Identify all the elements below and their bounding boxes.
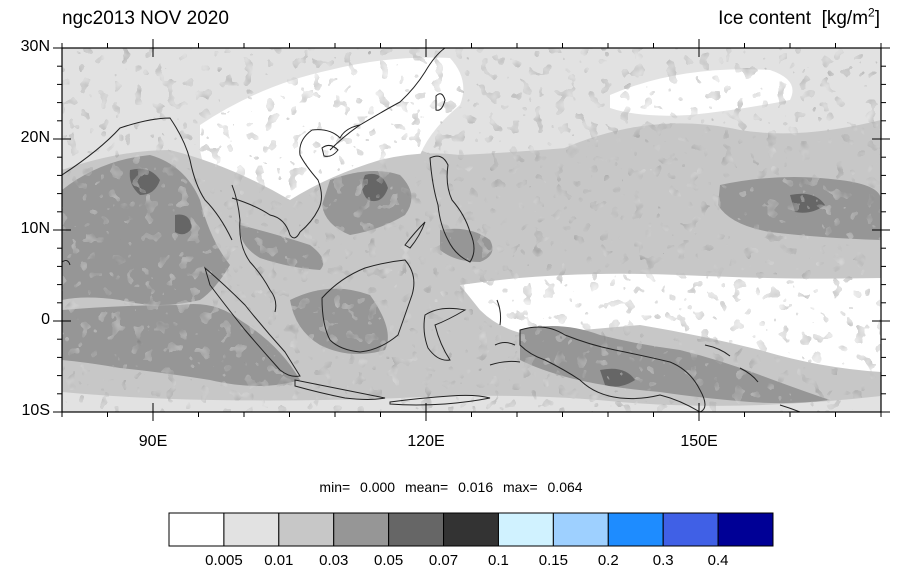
coast-moluccas: [489, 299, 521, 366]
tick-marks: [53, 39, 890, 421]
colorbar-tick-label: 0.01: [264, 552, 294, 569]
min-label: min=: [319, 479, 351, 495]
ice-content-field: [62, 48, 881, 412]
x-tick-label: 90E: [138, 433, 168, 450]
colorbar-tick-label: 0.07: [428, 552, 459, 569]
variable-name: Ice content: [718, 8, 812, 29]
colorbar-swatch: [607, 512, 664, 547]
colorbar-swatch: [443, 512, 499, 547]
coast-sulawesi: [423, 307, 467, 361]
x-tick-label: 120E: [407, 433, 445, 450]
mean-value: 0.016: [458, 479, 494, 495]
colorbar-swatch: [223, 512, 280, 547]
y-tick-label: 30N: [20, 38, 50, 55]
coast-borneo: [321, 259, 415, 353]
y-tick-label: 10N: [20, 220, 50, 237]
coast-hainan: [321, 144, 339, 157]
colorbar-tick-label: 0.05: [374, 552, 404, 569]
max-value: 0.064: [547, 479, 583, 495]
map-title: ngc2013 NOV 2020: [62, 8, 229, 29]
coast-philippines: [429, 155, 475, 263]
y-tick-label: 10S: [21, 402, 50, 419]
x-tick-label: 150E: [680, 433, 718, 450]
colorbar-tick-label: 0.2: [597, 552, 619, 569]
colorbar-swatch: [168, 512, 225, 547]
coast-taiwan: [435, 93, 446, 111]
coast-indochina: [231, 124, 361, 239]
units-exponent: 2: [868, 5, 875, 20]
coast-china: [329, 48, 446, 151]
coast-palawan: [404, 221, 426, 249]
coast-thai-malay: [231, 184, 277, 313]
variable-title: Ice content [kg/m2]: [718, 5, 880, 30]
coast-java: [294, 379, 386, 400]
y-tick-label: 0: [41, 311, 50, 328]
coast-sumatra: [204, 266, 301, 377]
colorbar-tick-label: 0.1: [488, 552, 509, 569]
coast-india-myanmar: [62, 117, 233, 241]
coast-solomon: [779, 404, 801, 412]
colorbar-tick-label: 0.15: [538, 552, 568, 569]
colorbar-swatch: [497, 512, 554, 547]
coast-lesser-sunda: [389, 394, 491, 406]
coast-bismarck: [704, 344, 759, 383]
field-statistics: min= 0.000 mean= 0.016 max= 0.064: [0, 479, 902, 495]
colorbar-swatch: [662, 512, 719, 547]
colorbar-swatch: [552, 512, 609, 547]
mean-label: mean=: [404, 479, 449, 495]
colorbar-tick-label: 0.03: [319, 552, 349, 569]
colorbar-tick-label: 0.005: [205, 552, 243, 569]
colorbar-tick-label: 0.3: [652, 552, 674, 569]
min-value: 0.000: [360, 479, 396, 495]
coastlines: [62, 48, 801, 412]
colorbar-swatch: [333, 512, 390, 547]
colorbar-swatch: [388, 512, 445, 547]
units-prefix: [kg/m: [821, 8, 869, 29]
y-tick-label: 20N: [20, 129, 50, 146]
field-texture: [62, 48, 881, 412]
colorbar-tick-label: 0.4: [707, 552, 729, 569]
coast-sri-lanka: [62, 260, 71, 266]
max-label: max=: [503, 479, 538, 495]
colorbar-swatch: [278, 512, 335, 547]
units-suffix: ]: [874, 8, 880, 29]
colorbar-swatch: [717, 512, 774, 547]
